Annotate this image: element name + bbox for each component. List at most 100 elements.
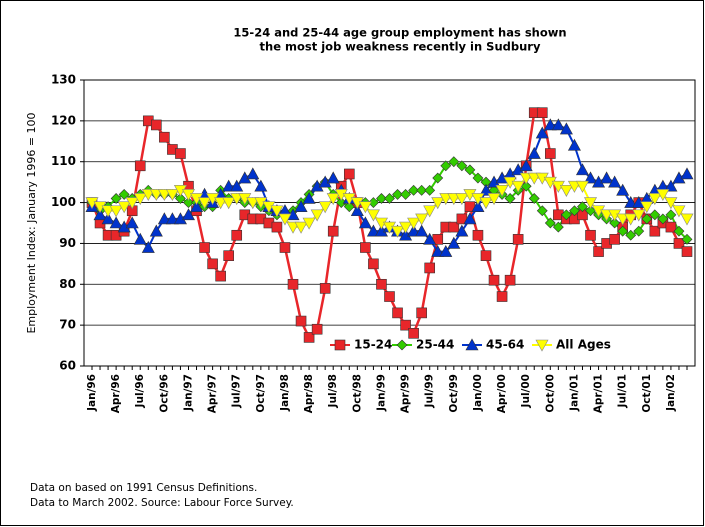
data-point [641,213,653,225]
x-tick-label: Oct/01 [641,374,653,413]
x-tick-label: Apr/98 [303,374,315,413]
data-point [358,201,372,214]
data-point [431,197,445,210]
data-point [101,205,115,218]
data-point [447,193,461,206]
data-point [480,250,492,261]
data-point [134,160,146,172]
data-point [512,234,524,245]
y-tick-label: 120 [51,113,76,127]
x-tick-label: Oct/00 [544,374,556,413]
data-point [536,205,548,217]
data-point [165,189,179,202]
data-point [400,188,412,200]
data-point [109,216,123,229]
data-point [617,225,629,237]
data-point [584,197,598,210]
data-point [246,167,260,180]
data-point [664,179,678,192]
data-point [681,233,693,245]
data-point [271,221,283,233]
data-point [577,201,588,213]
x-tick-label: Apr/99 [400,374,412,413]
data-point [231,229,243,241]
data-point [302,217,316,230]
note: Data on based on 1991 Census Definitions… [30,482,257,494]
data-point [311,323,323,335]
y-tick-label: 100 [51,195,76,209]
data-point [384,291,395,302]
data-point [585,205,596,217]
x-tick-label: Jul/01 [617,374,629,408]
data-point [447,236,461,249]
data-point [664,197,678,210]
data-point [350,204,364,217]
data-point [472,229,484,241]
data-point [633,225,645,237]
legend-marker [396,339,408,351]
data-point [673,238,685,249]
data-point [609,234,620,245]
data-point [455,224,469,237]
data-point [190,200,204,212]
data-point [656,189,670,202]
x-tick-label: Jan/96 [86,374,98,412]
x-tick-label: Jul/00 [520,374,532,408]
data-point [519,172,533,185]
data-point [141,240,155,253]
data-point [559,185,573,197]
data-point [118,188,130,200]
data-point [616,213,630,226]
data-point [125,216,139,229]
data-point [520,180,532,192]
data-point [294,221,308,234]
data-point [302,191,316,204]
data-point [551,118,565,131]
x-tick-label: Jan/97 [182,374,194,412]
data-point [133,193,147,206]
data-point [254,179,268,192]
y-tick-label: 60 [59,359,76,373]
data-point [175,148,186,159]
data-point [408,184,420,196]
x-tick-label: Oct/96 [158,374,170,413]
data-point [416,307,427,319]
data-point [665,221,677,233]
data-point [391,225,405,238]
y-tick-label: 80 [59,277,76,291]
data-point [358,216,372,229]
data-point [616,183,630,196]
data-point [487,193,501,206]
data-point [535,126,549,139]
legend-label: 45-64 [486,338,524,352]
data-point [303,332,315,343]
data-point [648,193,662,206]
data-point [183,197,194,208]
data-point [392,188,403,200]
data-point [141,189,155,202]
data-point [223,250,234,261]
data-point [585,229,596,241]
x-tick-label: Oct/99 [448,374,460,413]
data-point [681,246,693,257]
data-point [343,201,355,213]
data-point [207,258,218,270]
data-point [464,164,476,176]
x-tick-label: Oct/97 [255,374,267,413]
data-point [448,221,460,233]
data-point [504,193,516,204]
legend-marker [465,338,479,351]
data-point [165,212,179,225]
data-point [399,221,413,234]
data-point [527,146,541,159]
data-point [552,221,564,233]
y-tick-label: 130 [51,73,76,87]
x-tick-label: Jan/98 [279,374,291,412]
data-point [528,193,540,204]
data-point [149,224,163,237]
data-point [366,224,380,237]
data-point [575,180,589,193]
data-point [157,212,171,225]
data-point [424,262,436,274]
